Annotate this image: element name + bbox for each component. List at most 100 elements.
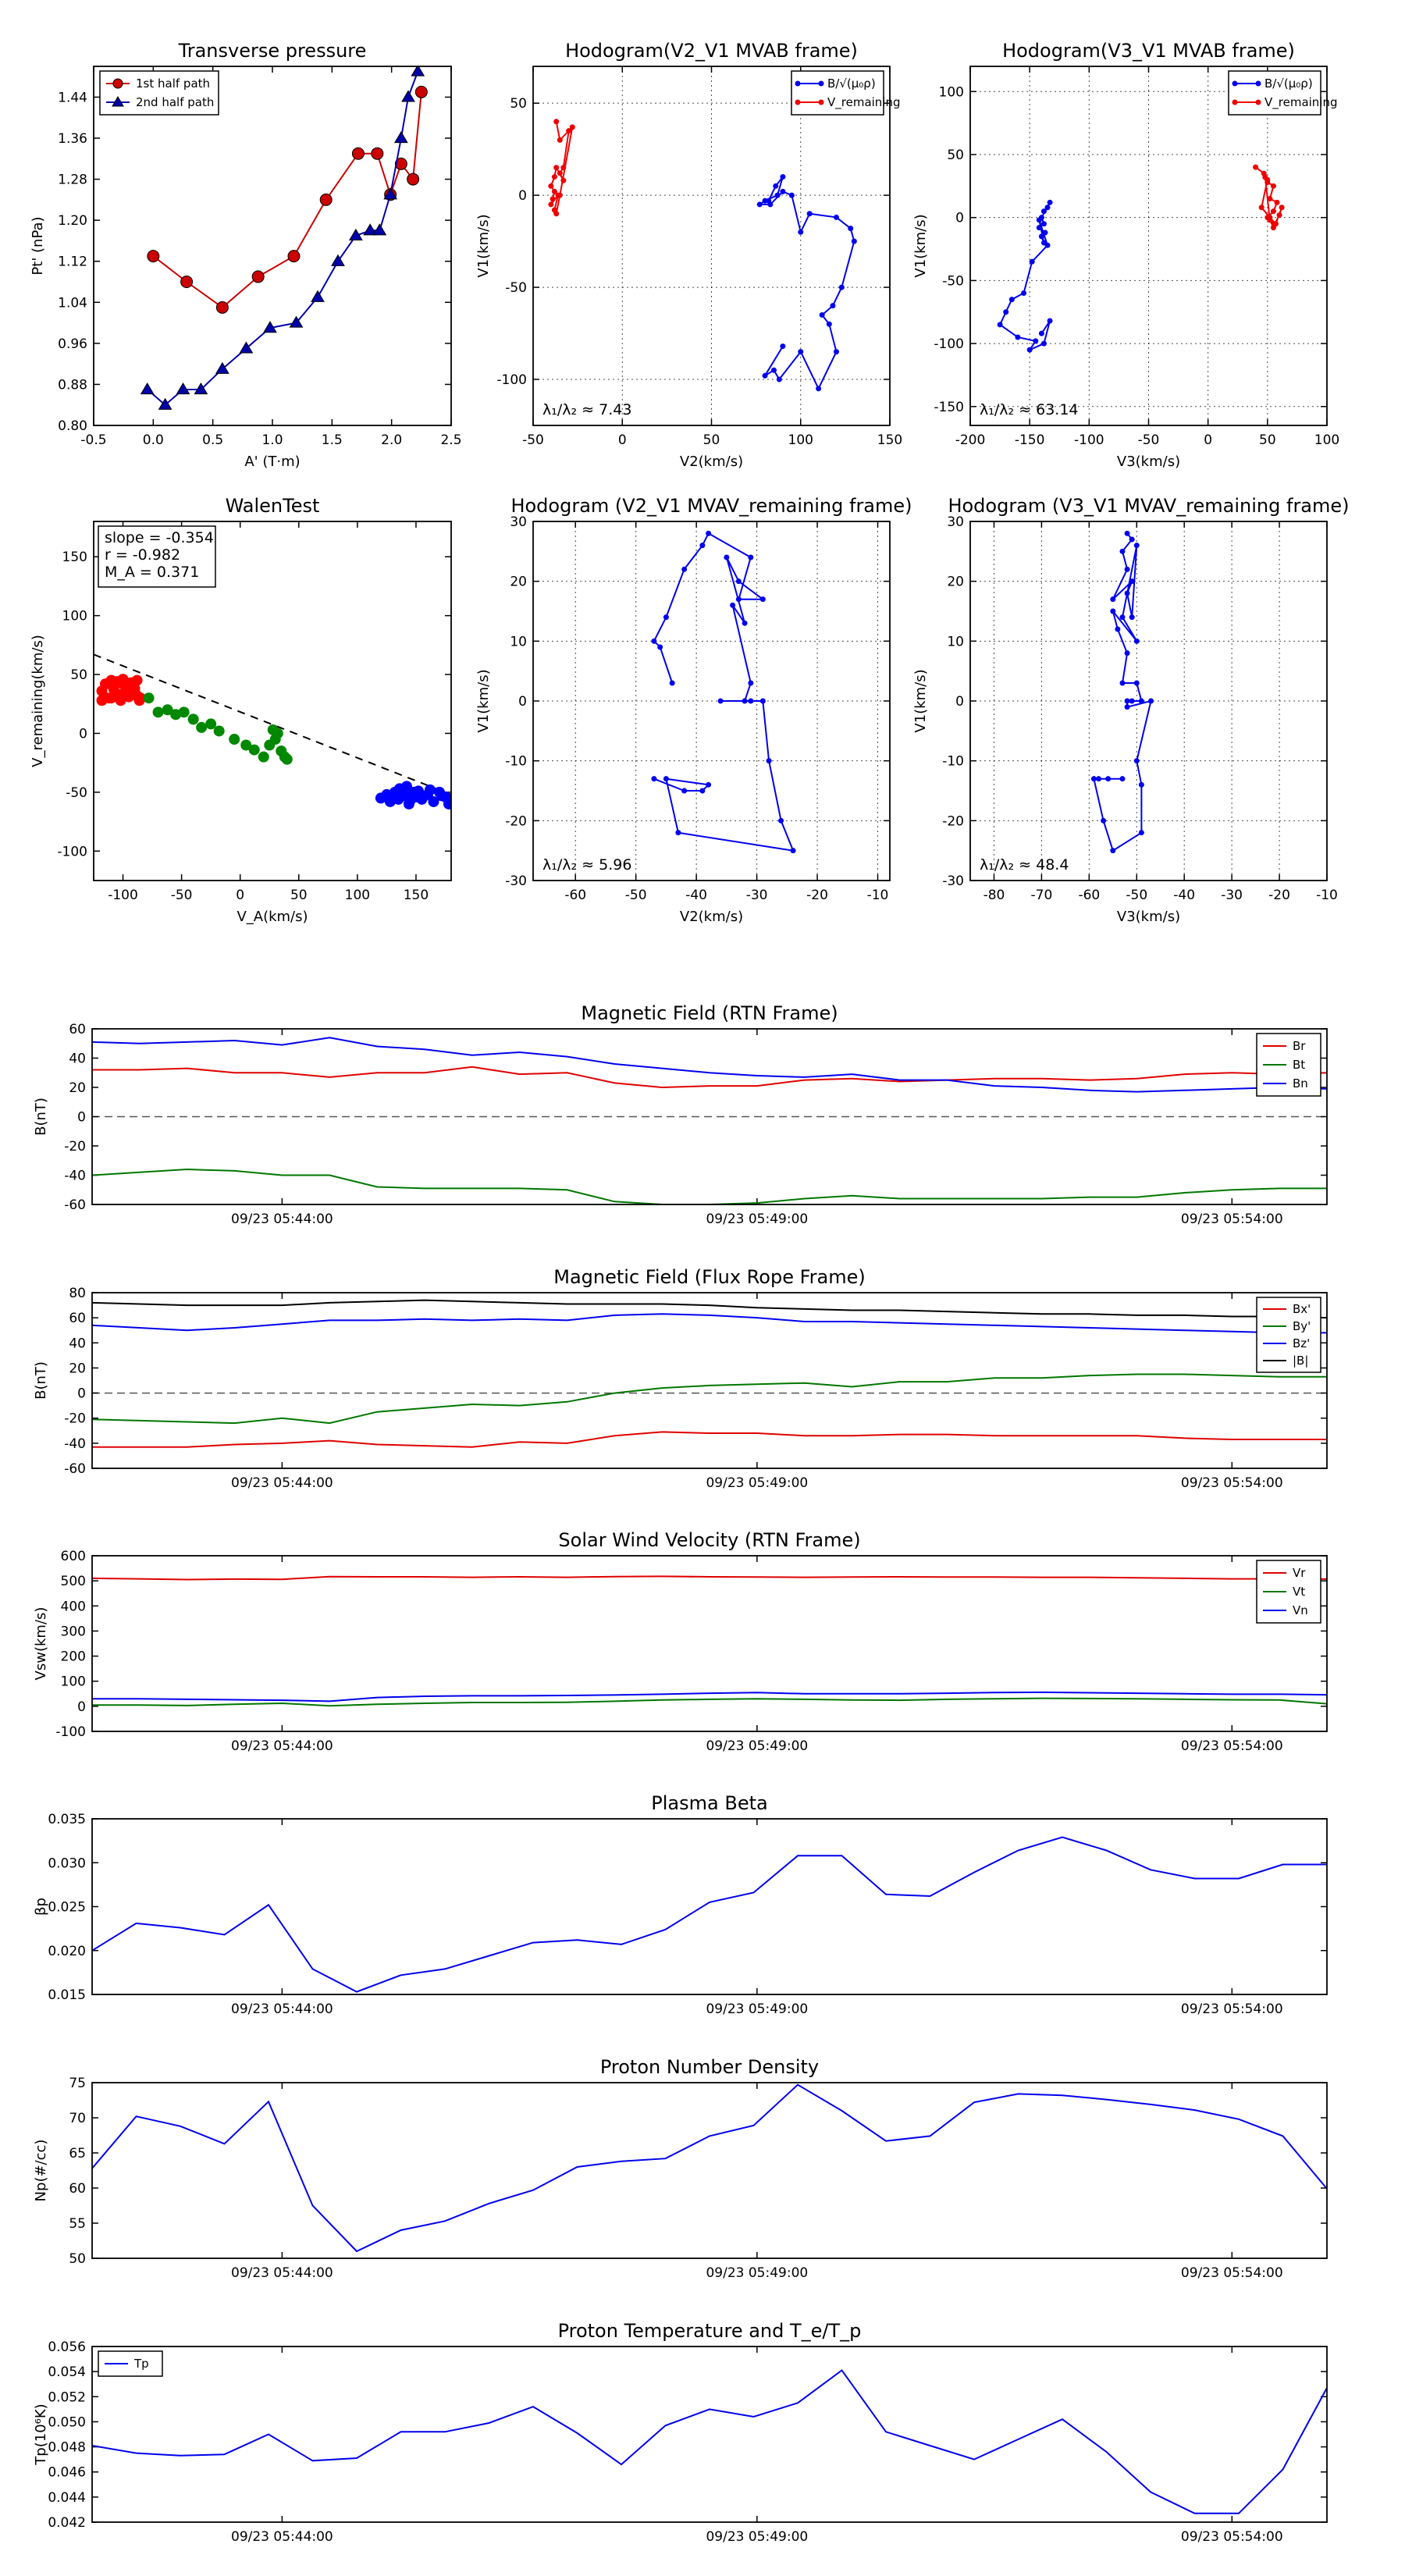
y-tick-label: 30: [947, 514, 964, 530]
data-point: [1008, 297, 1015, 303]
series-hodogram-line: [1093, 532, 1152, 852]
data-point: [699, 788, 706, 794]
panel-tp: -0.5 0.0 0.5 1.0 1.5 2.0 2.5 0.80 0.88 0.96 1.04 1.…: [30, 40, 462, 470]
data-point: [1274, 199, 1280, 205]
y-tick-label: -50: [505, 280, 527, 296]
data-point: [675, 830, 681, 836]
y-tick-label: 100: [62, 609, 87, 624]
data-point: [699, 543, 706, 549]
scatter-point: [170, 709, 182, 720]
stats-line: slope = -0.354: [105, 529, 214, 546]
series--b--line: [92, 1299, 1327, 1319]
data-point: [239, 341, 254, 354]
data-point: [1040, 221, 1047, 227]
legend: Bx' By' Bz' |B|: [1256, 1297, 1321, 1373]
data-point: [1003, 309, 1009, 315]
y-tick-label: -10: [942, 754, 964, 770]
data-layer: [651, 530, 796, 854]
data-point: [742, 698, 748, 704]
y-tick-label: -100: [55, 1724, 86, 1740]
data-point: [838, 284, 845, 290]
legend: 1st half path 2nd half path: [99, 70, 219, 116]
scatter-point: [105, 692, 117, 704]
x-tick-label: 50: [290, 888, 308, 903]
x-tick-label: 150: [404, 888, 429, 903]
data-point: [1267, 195, 1273, 201]
scatter-point: [384, 795, 396, 807]
axes-frame: [91, 2346, 1328, 2523]
x-tick-label: 0: [1204, 432, 1212, 448]
axes-frame: [91, 2082, 1328, 2259]
data-point: [762, 197, 768, 204]
stats-line: r = -0.982: [105, 546, 180, 564]
x-tick-label: 09/23 05:54:00: [1181, 1212, 1283, 1227]
data-point: [778, 817, 784, 824]
data-layer: [140, 66, 428, 410]
y-tick-label: 60: [69, 1022, 86, 1037]
y-tick-label: 0.052: [48, 2389, 86, 2405]
stats-line: M_A = 0.371: [105, 564, 199, 581]
data-point: [717, 698, 724, 704]
y-tick-label: -40: [64, 1436, 86, 1452]
data-point: [762, 372, 768, 379]
y-tick-label: -30: [505, 873, 527, 889]
series-vt-line: [92, 1697, 1327, 1707]
y-tick-label: 0.048: [48, 2440, 86, 2456]
legend-marker: [795, 80, 801, 87]
y-tick-label: 50: [69, 2251, 86, 2267]
y-tick-label: 0.054: [48, 2364, 86, 2380]
data-point: [1119, 680, 1126, 686]
legend-label: Bn: [1293, 1076, 1308, 1091]
y-tick-label: 0.030: [48, 1856, 86, 1871]
x-tick-label: -60: [1078, 888, 1100, 903]
data-point: [1110, 596, 1116, 603]
panel-h31: -200 -150 -100 -50 0 50 100 -150 -100 -50 0 50 100 Ho…: [912, 40, 1339, 470]
y-tick-label: -100: [57, 844, 87, 859]
scatter-point: [187, 713, 199, 725]
y-tick-label: -30: [942, 873, 964, 889]
data-point: [1124, 650, 1130, 656]
scatter-point: [403, 798, 414, 809]
legend-label: Vr: [1293, 1566, 1306, 1580]
x-tick-label: 09/23 05:44:00: [231, 1212, 333, 1227]
legend: Tp: [98, 2350, 163, 2377]
data-point: [287, 250, 301, 263]
data-point: [806, 211, 813, 217]
legend-marker: [1255, 80, 1261, 87]
plot-area: [92, 2347, 1327, 2522]
y-tick-label: -60: [64, 1197, 86, 1213]
x-tick-label: 09/23 05:49:00: [706, 1738, 808, 1754]
y-tick-label: 150: [62, 550, 87, 565]
data-point: [773, 183, 779, 189]
data-point: [348, 228, 363, 240]
y-tick-label: 0.035: [48, 1812, 86, 1827]
data-point: [681, 566, 688, 572]
legend-marker: [795, 99, 801, 105]
data-point: [553, 211, 560, 217]
data-point: [1138, 830, 1144, 836]
scatter-point: [117, 678, 129, 690]
y-tick-label: -20: [942, 813, 964, 829]
x-tick-label: 09/23 05:44:00: [231, 2265, 333, 2281]
data-point: [706, 530, 712, 536]
data-point: [748, 554, 754, 560]
axes-frame: [93, 66, 452, 426]
data-point: [1110, 848, 1116, 854]
y-axis-label: V_remaining(km/s): [30, 635, 46, 767]
x-tick-label: -100: [1074, 432, 1104, 448]
data-point: [1038, 233, 1044, 240]
y-tick-label: 0: [518, 188, 527, 204]
data-point: [180, 276, 194, 288]
chart-title: Transverse pressure: [178, 40, 367, 62]
scatter-point: [393, 783, 405, 795]
y-tick-label: -20: [505, 813, 527, 829]
legend-label: By': [1293, 1319, 1311, 1333]
x-tick-label: -10: [867, 888, 889, 903]
data-point: [780, 174, 786, 180]
eigenvalue-ratio: λ₁/λ₂ ≈ 7.43: [542, 401, 631, 418]
data-point: [770, 367, 777, 373]
x-tick-label: 100: [345, 888, 370, 903]
plot-area: [92, 1819, 1327, 1994]
data-layer: [92, 2083, 1327, 2253]
y-tick-label: 70: [69, 2111, 86, 2126]
